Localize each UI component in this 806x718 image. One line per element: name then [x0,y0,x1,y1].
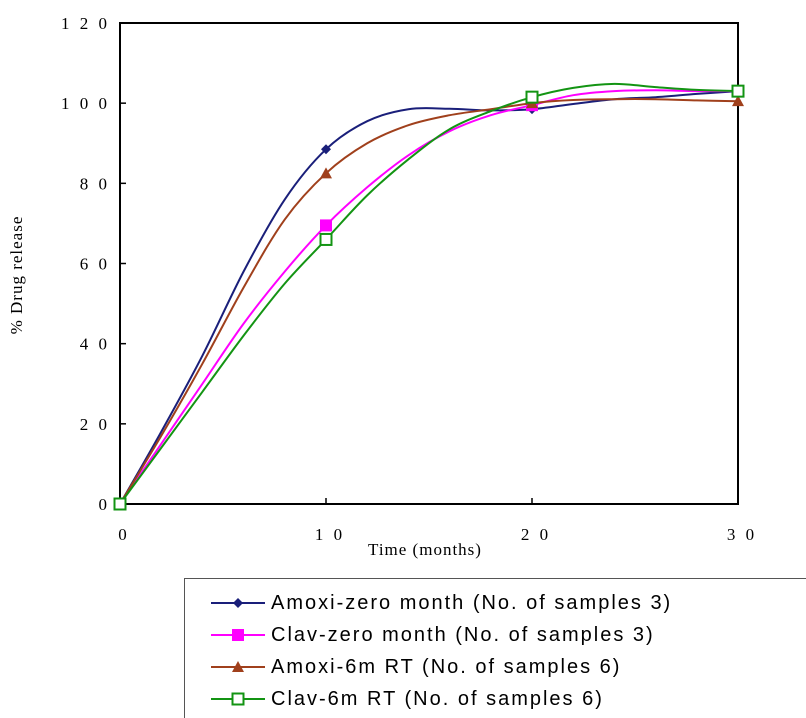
x-tick-label: 3 0 [727,525,757,544]
y-axis-ticks: 0 2 0 4 0 6 0 8 0 1 0 0 1 2 0 [61,14,126,514]
y-tick-label: 0 [99,495,111,514]
data-point [321,144,331,155]
legend-marker [232,629,244,641]
legend-swatch-amoxi-zero-month [211,598,265,608]
data-point [525,90,539,104]
series-line [119,82,739,505]
series-line [119,98,739,505]
legend-swatch-clav-zero-month [211,629,265,641]
data-point [731,84,745,98]
y-tick-label: 1 2 0 [61,14,110,33]
y-tick-label: 6 0 [80,255,110,274]
plot-area [119,22,739,505]
legend-item-clav-zero-month: Clav-zero month (No. of samples 3) [209,621,655,649]
y-tick-label: 8 0 [80,174,110,193]
series-3 [113,82,745,511]
legend-label: Clav-zero month (No. of samples 3) [271,623,655,646]
data-point [319,232,333,246]
y-axis-title: % Drug release [7,216,26,335]
x-tick-label: 0 [118,525,130,544]
legend-label: Amoxi-zero month (No. of samples 3) [271,591,673,614]
legend-marker [233,598,243,608]
legend-label: Clav-6m RT (No. of samples 6) [271,687,604,710]
legend-swatch-amoxi-6m-rt [211,661,265,672]
legend-marker [232,661,244,672]
x-axis-title: Time (months) [368,540,482,559]
legend-item-amoxi-6m-rt: Amoxi-6m RT (No. of samples 6) [209,653,621,681]
y-tick-label: 4 0 [80,335,110,354]
legend-swatch-clav-6m-rt [211,692,265,706]
x-tick-label: 1 0 [315,525,345,544]
line-chart: 0 2 0 4 0 6 0 8 0 1 0 0 1 2 0 0 1 0 2 0 3 0 Time … [7,14,757,559]
x-axis-ticks: 0 1 0 2 0 3 0 [118,498,757,544]
y-tick-label: 2 0 [80,415,110,434]
legend-marker [231,692,245,706]
series-line [119,89,739,505]
legend-item-clav-6m-rt: Clav-6m RT (No. of samples 6) [209,685,604,713]
data-point [320,167,332,179]
legend: Amoxi-zero month (No. of samples 3) Clav… [184,578,806,718]
data-point [732,95,744,107]
series-layer [113,82,745,511]
x-tick-label: 2 0 [521,525,551,544]
legend-label: Amoxi-6m RT (No. of samples 6) [271,655,622,678]
legend-item-amoxi-zero-month: Amoxi-zero month (No. of samples 3) [209,589,672,617]
data-point [113,497,127,511]
y-tick-label: 1 0 0 [61,94,110,113]
data-point [320,219,332,232]
